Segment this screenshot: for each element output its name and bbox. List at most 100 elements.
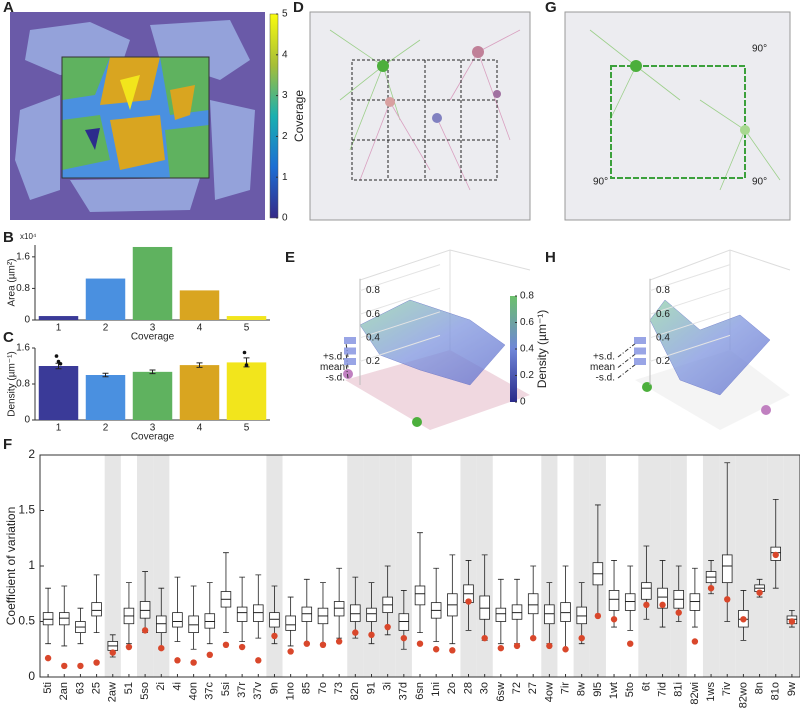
y-tick-label: 0 xyxy=(24,415,30,426)
box xyxy=(333,601,345,617)
dot xyxy=(190,659,197,666)
colorbar-tick-label: 0.2 xyxy=(520,370,534,381)
sd-label: mean xyxy=(320,362,345,373)
box xyxy=(511,604,523,620)
colorbar-tick-label: 3 xyxy=(282,90,288,101)
x-tick-label: 37d xyxy=(398,682,410,700)
x-tick-label: 6sw xyxy=(495,682,507,702)
sd-histogram-bar xyxy=(634,337,646,344)
z-grid-line xyxy=(359,287,441,315)
x-tick-label: 27 xyxy=(527,682,539,694)
bar xyxy=(85,278,126,320)
colorbar xyxy=(269,13,279,219)
surface-3d-decor xyxy=(343,249,791,430)
x-tick-label: 2aw xyxy=(107,682,119,702)
bar xyxy=(85,375,126,420)
panel-label: B xyxy=(3,229,14,246)
y-tick-label: 1 xyxy=(28,558,35,572)
panel-label: C xyxy=(3,329,14,346)
sd-leader xyxy=(345,353,349,368)
colorbar-tick-label: 1 xyxy=(282,172,288,183)
x-tick-label: 85 xyxy=(301,682,313,694)
whisker xyxy=(724,462,731,622)
coverage-map xyxy=(10,12,265,220)
z-tick-label: 0.2 xyxy=(656,356,670,367)
data-point xyxy=(244,363,249,367)
dot xyxy=(335,638,343,645)
panel-label: H xyxy=(545,249,556,266)
z-tick-label: 0.8 xyxy=(366,285,380,296)
z-tick-label: 0.6 xyxy=(656,309,670,320)
y-tick-label: 0.8 xyxy=(16,283,30,294)
error-bar xyxy=(149,369,156,375)
sd-label: +s.d. xyxy=(323,352,345,363)
sd-leader xyxy=(345,342,349,358)
y-tick-label: 1.5 xyxy=(18,503,35,517)
x-tick-label: 9l5 xyxy=(592,682,604,697)
y-tick-label: 0 xyxy=(28,669,35,683)
x-tick-label: 2an xyxy=(58,682,70,700)
dot xyxy=(788,618,796,625)
box xyxy=(236,606,248,622)
dot xyxy=(416,640,424,647)
x-tick-label: 5 xyxy=(244,323,250,334)
path-image xyxy=(564,11,791,221)
angle-label: 90° xyxy=(752,44,767,55)
colorbar-tick-label: 2 xyxy=(282,131,288,142)
bar xyxy=(132,246,173,320)
box xyxy=(721,554,733,584)
x-tick-label: 72 xyxy=(511,682,523,694)
z-tick-label: 0.4 xyxy=(366,332,380,343)
colorbar-tick-label: 0.4 xyxy=(520,344,534,355)
x-tick-label: 5to xyxy=(624,682,636,697)
y-tick-label: 1.6 xyxy=(16,343,30,354)
x-tick-label: 5si xyxy=(220,682,232,696)
colorbar xyxy=(510,296,517,402)
box xyxy=(59,612,70,626)
shaded-column xyxy=(137,455,154,677)
x-tick-label: 28 xyxy=(462,682,474,694)
dot xyxy=(740,616,747,623)
x-tick-label: 2 xyxy=(103,323,109,334)
sd-label: -s.d. xyxy=(326,373,345,384)
y-tick-label: 1.6 xyxy=(16,251,30,262)
box xyxy=(608,590,620,611)
box xyxy=(398,613,410,631)
dot xyxy=(627,640,634,647)
whisker xyxy=(417,532,423,633)
bar xyxy=(132,371,173,420)
dot xyxy=(93,659,100,666)
dot xyxy=(562,646,569,653)
error-bar xyxy=(196,362,203,368)
sd-histogram-bar xyxy=(344,337,356,344)
dot xyxy=(594,612,602,620)
data-point xyxy=(242,350,247,355)
box xyxy=(42,612,54,626)
dot xyxy=(643,601,650,609)
whisker xyxy=(206,582,213,645)
sd-histogram-bar xyxy=(634,358,646,365)
colorbar-tick-label: 4 xyxy=(282,49,288,60)
x-tick-label: 82n xyxy=(349,682,361,700)
sd-leader xyxy=(617,342,637,358)
sd-label: mean xyxy=(590,362,615,373)
z-tick-label: 0.8 xyxy=(656,285,670,296)
colorbar-tick-label: 0.6 xyxy=(520,317,534,328)
x-tick-label: 37c xyxy=(204,682,216,700)
panel-label: A xyxy=(3,0,14,16)
colorbar-tick-label: 0 xyxy=(282,213,288,224)
z-grid-line xyxy=(359,311,441,339)
x-tick-label: 5 xyxy=(244,423,250,434)
dot xyxy=(61,662,68,670)
bar xyxy=(179,365,220,420)
dot xyxy=(691,638,699,645)
box xyxy=(495,607,507,622)
sd-label: +s.d. xyxy=(593,352,615,363)
bar xyxy=(38,366,79,420)
x-tick-label: 4on xyxy=(188,682,200,700)
x-tick-label: 1ws xyxy=(705,682,717,702)
y-tick-label: 2 xyxy=(28,447,35,461)
dot xyxy=(174,657,181,664)
z-tick-label: 0.6 xyxy=(366,309,380,320)
z-grid-line xyxy=(649,287,731,315)
